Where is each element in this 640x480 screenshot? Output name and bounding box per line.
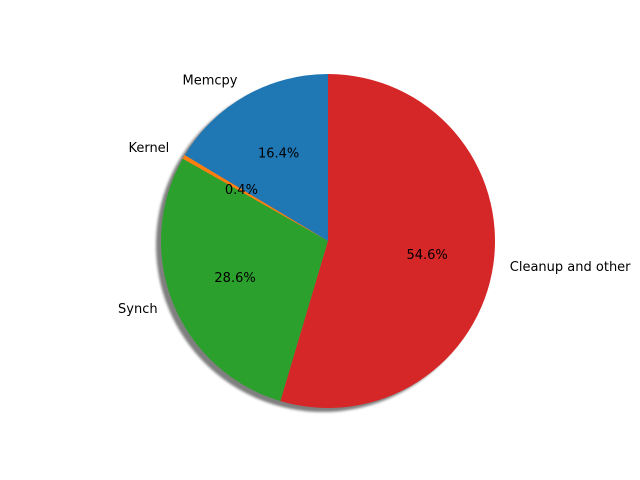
pct-label-cleanup-and-other: 54.6% [406, 248, 447, 263]
pie-slice-memcpy [184, 74, 328, 241]
pie-slices [160, 74, 495, 408]
slice-label-kernel: Kernel [128, 141, 169, 156]
pie-slice-kernel [182, 155, 328, 241]
pct-label-memcpy: 16.4% [258, 146, 299, 161]
slice-label-synch: Synch [118, 302, 158, 317]
slice-label-memcpy: Memcpy [183, 74, 238, 89]
pie-slice-cleanup-and-other [280, 74, 495, 408]
pie-labels: Memcpy 16.4% Kernel 0.4% Synch 28.6% Cleanup a… [118, 74, 631, 318]
pie-slice-synch [160, 158, 328, 402]
pct-label-kernel: 0.4% [225, 183, 258, 198]
slice-label-cleanup-and-other: Cleanup and other [510, 260, 631, 275]
pct-label-synch: 28.6% [214, 271, 255, 286]
